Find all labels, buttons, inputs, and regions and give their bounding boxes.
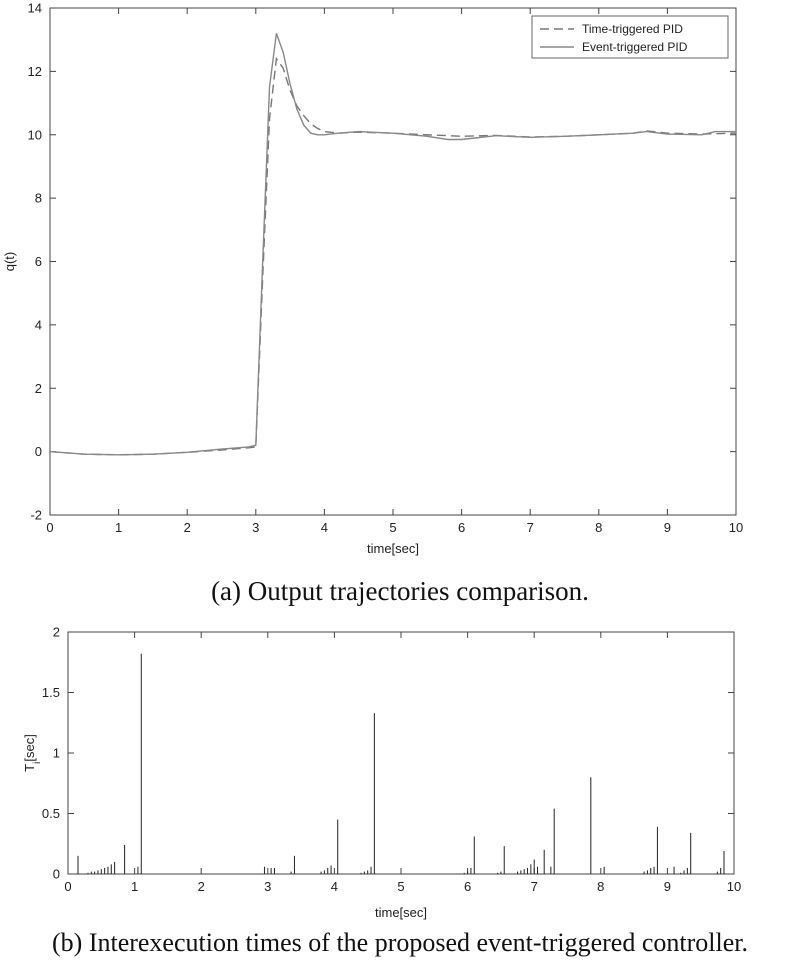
x-tick-label: 7 [527,520,534,535]
plot-b-interexecution-times: 0 1 2 3 4 5 6 7 8 9 10 0 0.5 1 1.5 2 time[sec] Ti[sec] [22,625,741,921]
y-tick-label: 4 [35,317,42,332]
x-tick-label: 3 [252,520,259,535]
x-tick-label: 6 [464,879,471,894]
legend: Time-triggered PID Event-triggered PID [531,15,729,59]
x-tick-label: 1 [115,520,122,535]
y-tick-label: 12 [28,64,42,79]
y-tick-label: 0 [35,444,42,459]
y-tick-label: 2 [35,381,42,396]
series-line-1 [49,56,737,456]
y-tick-label: 2 [53,625,60,640]
y-tick-label: 1.5 [42,685,60,700]
y-tick-label: 6 [35,254,42,269]
legend-label-1: Time-triggered PID [582,22,683,36]
legend-box [531,15,729,59]
y-axis-label: q(t) [2,252,17,272]
caption-b: (b) Interexecution times of the proposed… [52,928,748,957]
x-tick-label: 5 [397,879,404,894]
y-axis-label: Ti[sec] [22,734,43,772]
y-tick-label: -2 [30,508,42,523]
x-tick-label: 1 [131,879,138,894]
x-axis-label: time[sec] [367,541,419,556]
x-tick-label: 2 [184,520,191,535]
x-tick-label: 4 [331,879,338,894]
y-tick-label: 1 [53,746,60,761]
series-line-2 [49,33,736,456]
y-axis-label-sub: i [32,762,43,764]
y-tick-label: 8 [35,191,42,206]
x-tick-label: 5 [389,520,396,535]
x-tick-label: 2 [198,879,205,894]
x-tick-label: 10 [729,520,743,535]
caption-a: (a) Output trajectories comparison. [211,576,589,606]
x-tick-label: 4 [321,520,328,535]
y-tick-label: 0.5 [42,806,60,821]
y-tick-label: 0 [53,867,60,882]
x-tick-label: 8 [597,879,604,894]
x-tick-label: 10 [727,879,741,894]
x-tick-label: 7 [531,879,538,894]
y-tick-label: 14 [28,1,42,16]
plot-frame [67,631,735,875]
plot-a-output-trajectories: 0 1 2 3 4 5 6 7 8 9 10-202468101214time[sec]q(t)Ti… [2,1,743,557]
x-tick-label: 0 [64,879,71,894]
y-tick-label: 10 [28,127,42,142]
legend-label-2: Event-triggered PID [582,40,688,54]
x-tick-label: 3 [264,879,271,894]
plot-frame [49,7,737,516]
x-tick-label: 6 [458,520,465,535]
x-tick-label: 0 [46,520,53,535]
y-axis-label-main: T [22,764,37,772]
x-tick-label: 9 [664,520,671,535]
y-axis-label-rest: [sec] [22,734,37,761]
x-axis-label: time[sec] [375,905,427,920]
x-tick-label: 8 [595,520,602,535]
x-tick-label: 9 [664,879,671,894]
